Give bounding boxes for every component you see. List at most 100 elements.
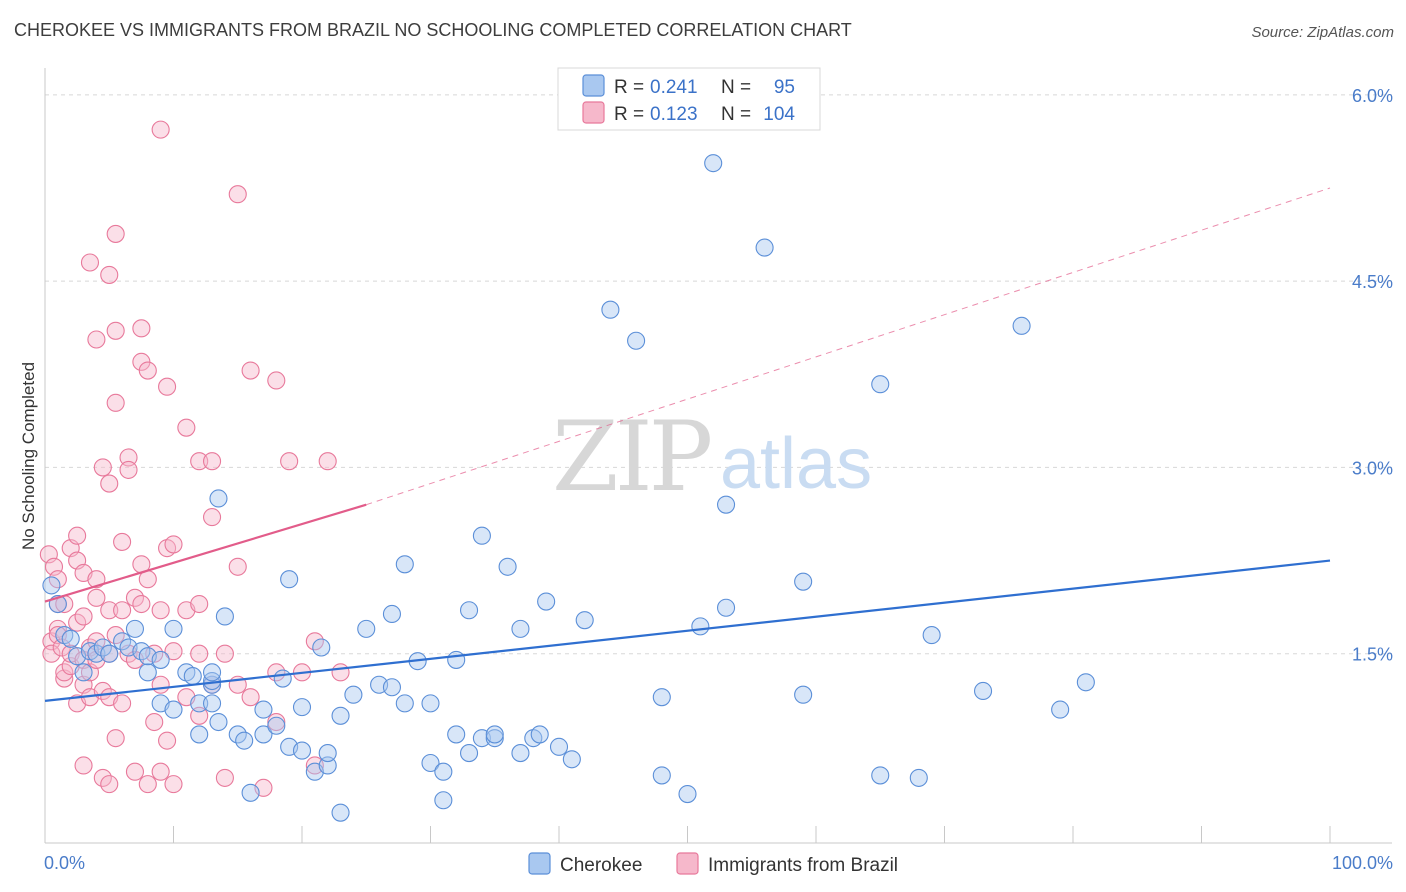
- bottom-legend: Cherokee Immigrants from Brazil: [528, 852, 898, 876]
- cherokee-point: [459, 601, 479, 620]
- cherokee-point: [292, 741, 312, 760]
- cherokee-point: [678, 784, 697, 804]
- x-tick-label: 0.0%: [44, 853, 85, 873]
- brazil-point: [132, 319, 151, 338]
- source-label: Source: ZipAtlas.com: [1251, 24, 1394, 41]
- trend-lines: [44, 187, 1331, 702]
- cherokee-point: [537, 592, 556, 611]
- cherokee-point: [716, 598, 736, 617]
- cherokee-point: [716, 495, 736, 514]
- cherokee-point: [434, 762, 453, 781]
- brazil-point: [158, 731, 177, 750]
- cherokee-point: [434, 791, 453, 810]
- brazil-point: [93, 458, 112, 477]
- cherokee-point: [973, 681, 993, 701]
- brazil-point: [331, 663, 350, 682]
- cherokee-point: [61, 629, 80, 648]
- cherokee-point: [601, 300, 620, 319]
- cherokee-point: [318, 756, 337, 775]
- brazil-point: [138, 775, 157, 794]
- brazil-point: [80, 253, 100, 272]
- brazil-point: [106, 321, 125, 340]
- cherokee-point: [922, 626, 941, 645]
- brazil-point: [164, 642, 183, 661]
- cherokee-point: [241, 783, 260, 802]
- stats-n-label-cherokee: N =: [721, 77, 751, 98]
- cherokee-trend-line: [44, 559, 1331, 702]
- stats-swatch-brazil: [582, 101, 605, 124]
- cherokee-point: [395, 555, 414, 574]
- cherokee-point: [138, 663, 157, 682]
- cherokee-point: [562, 750, 581, 769]
- brazil-point: [177, 418, 196, 437]
- cherokee-point: [42, 576, 61, 595]
- brazil-point: [267, 371, 286, 390]
- cherokee-point: [382, 604, 402, 624]
- cherokee-point: [215, 607, 234, 626]
- brazil-point: [164, 775, 183, 794]
- cherokee-point: [235, 731, 254, 750]
- cherokee-point: [190, 725, 209, 744]
- cherokee-point: [203, 694, 222, 713]
- cherokee-point: [273, 669, 292, 688]
- brazil-point: [190, 644, 209, 663]
- brazil-point: [215, 644, 234, 663]
- brazil-point: [113, 532, 132, 551]
- cherokee-point: [280, 570, 299, 589]
- brazil-point: [228, 557, 247, 576]
- cherokee-point: [209, 712, 228, 732]
- axes: [44, 68, 1392, 844]
- cherokee-point: [203, 663, 222, 682]
- stats-n-value-brazil: 104: [763, 104, 795, 125]
- cherokee-point: [794, 572, 813, 591]
- brazil-point: [100, 474, 119, 493]
- cherokee-point: [421, 694, 440, 713]
- y-axis-title: No Schooling Completed: [19, 362, 38, 550]
- brazil-point: [106, 729, 125, 748]
- watermark: ZIP atlas: [552, 401, 872, 513]
- stats-swatch-cherokee: [582, 74, 605, 97]
- stats-r-label-brazil: R =: [614, 104, 644, 125]
- cherokee-point: [254, 725, 273, 744]
- cherokee-point: [190, 694, 209, 713]
- brazil-trend-line: [44, 503, 367, 603]
- brazil-point: [164, 535, 183, 554]
- brazil-point: [190, 452, 209, 471]
- cherokee-point: [421, 753, 440, 773]
- stats-r-value-brazil: 0.123: [650, 104, 698, 125]
- cherokee-point: [267, 716, 286, 735]
- cherokee-point: [498, 557, 517, 576]
- cherokee-point: [755, 238, 774, 257]
- brazil-point: [74, 607, 93, 626]
- brazil-point: [190, 706, 209, 725]
- cherokee-point: [530, 725, 549, 744]
- cherokee-point: [459, 744, 479, 763]
- cherokee-point: [1076, 673, 1095, 692]
- cherokee-point: [395, 694, 414, 713]
- cherokee-point: [691, 617, 710, 636]
- cherokee-point: [312, 638, 331, 657]
- cherokee-point: [292, 698, 312, 717]
- brazil-point: [119, 448, 138, 467]
- y-tick-label: 6.0%: [1352, 86, 1393, 106]
- brazil-point: [151, 675, 170, 694]
- cherokee-point: [74, 663, 93, 682]
- brazil-point: [74, 756, 93, 775]
- brazil-point: [228, 185, 247, 204]
- brazil-point: [106, 224, 125, 243]
- cherokee-point: [164, 619, 183, 638]
- grid: [45, 94, 1392, 655]
- cherokee-point: [871, 375, 890, 394]
- brazil-point: [305, 756, 324, 775]
- brazil-point: [151, 120, 170, 139]
- brazil-point: [113, 601, 132, 620]
- brazil-point: [280, 452, 299, 471]
- brazil-point: [241, 361, 260, 380]
- brazil-point: [215, 768, 234, 787]
- cherokee-point: [909, 768, 928, 787]
- cherokee-point: [652, 688, 671, 707]
- cherokee-point: [627, 331, 646, 350]
- brazil-point: [119, 460, 138, 479]
- cherokee-point: [183, 667, 202, 686]
